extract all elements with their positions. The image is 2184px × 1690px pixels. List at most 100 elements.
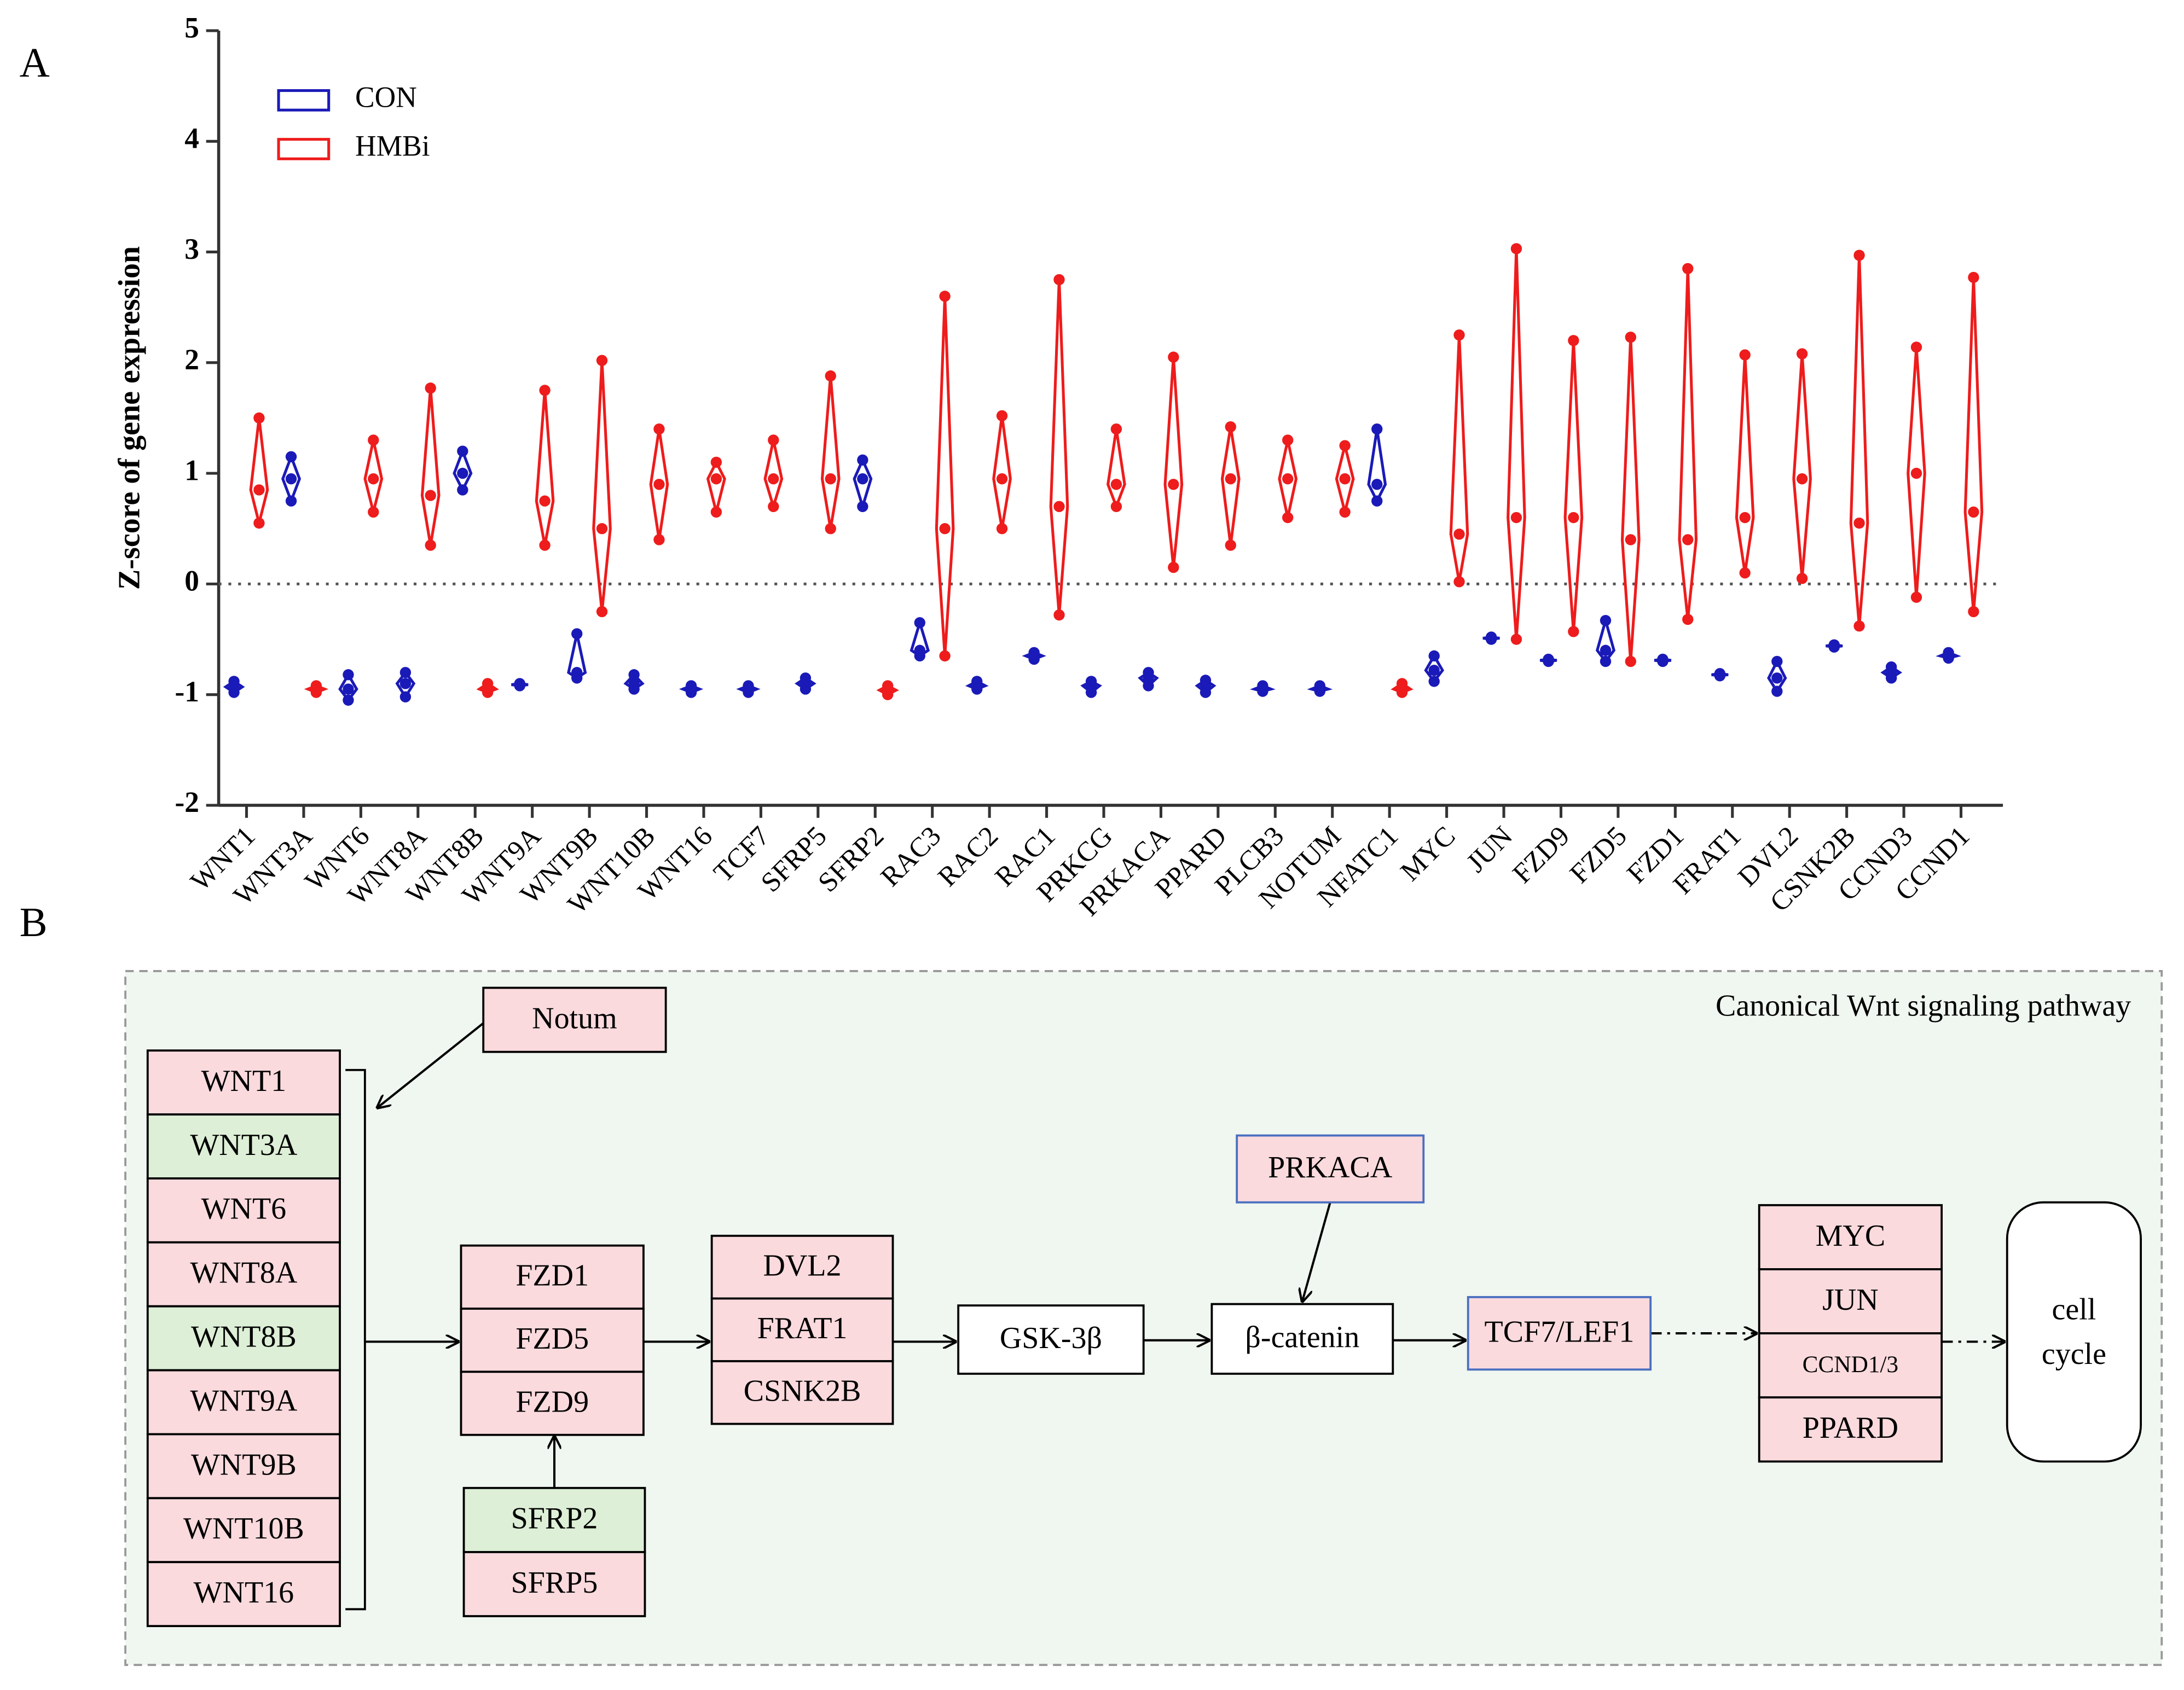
violin bbox=[935, 296, 955, 657]
data-point bbox=[1568, 335, 1579, 346]
node-box bbox=[146, 1497, 341, 1564]
data-point bbox=[1428, 650, 1440, 662]
data-point bbox=[1168, 351, 1179, 363]
node-box bbox=[482, 986, 667, 1053]
y-tick-label: 3 bbox=[184, 233, 199, 265]
data-point bbox=[825, 370, 836, 382]
data-point bbox=[1428, 664, 1440, 676]
y-tick-label: 1 bbox=[184, 454, 199, 486]
node-label: PPARD bbox=[1803, 1411, 1898, 1445]
x-tick-label: SFRP5 bbox=[755, 821, 833, 898]
data-point bbox=[685, 680, 697, 692]
data-point bbox=[914, 644, 925, 656]
data-point bbox=[653, 423, 665, 435]
data-point bbox=[368, 473, 379, 485]
node-label: WNT1 bbox=[201, 1064, 286, 1098]
data-point bbox=[1282, 512, 1294, 524]
data-point bbox=[1428, 676, 1440, 687]
data-point bbox=[1968, 271, 1979, 283]
data-point bbox=[1910, 591, 1922, 603]
violin bbox=[1163, 357, 1184, 568]
node-label: cell bbox=[2052, 1293, 2096, 1327]
violin bbox=[992, 415, 1012, 529]
data-point bbox=[653, 479, 665, 490]
data-point bbox=[857, 473, 868, 485]
panel-label: A bbox=[20, 39, 50, 86]
violin bbox=[535, 390, 555, 546]
node-box bbox=[1758, 1396, 1943, 1463]
data-point bbox=[1771, 686, 1783, 697]
violin bbox=[706, 459, 726, 513]
node-label: WNT8A bbox=[190, 1256, 297, 1290]
node-box bbox=[710, 1360, 894, 1425]
data-point bbox=[399, 667, 412, 678]
data-point bbox=[1600, 655, 1612, 667]
data-point bbox=[1371, 495, 1383, 507]
data-point bbox=[1453, 329, 1465, 341]
data-point bbox=[399, 678, 412, 689]
data-point bbox=[1771, 655, 1783, 667]
node-box bbox=[146, 1049, 341, 1116]
legend-swatch bbox=[277, 89, 331, 112]
data-point bbox=[882, 680, 894, 692]
x-tick-label: RAC2 bbox=[932, 821, 1004, 893]
node-label: β-catenin bbox=[1245, 1321, 1359, 1355]
violin bbox=[1963, 277, 1984, 612]
node-label: Notum bbox=[532, 1001, 617, 1035]
data-point bbox=[1739, 512, 1751, 524]
data-point bbox=[1943, 647, 1954, 658]
data-point bbox=[939, 291, 951, 302]
data-point bbox=[1910, 467, 1922, 479]
node-label: TCF7/LEF1 bbox=[1485, 1315, 1635, 1349]
data-point bbox=[285, 495, 297, 507]
data-point bbox=[914, 617, 925, 629]
data-point bbox=[1453, 529, 1465, 540]
data-point bbox=[1200, 675, 1212, 686]
data-point bbox=[1625, 332, 1636, 343]
data-point bbox=[768, 501, 779, 512]
node-box bbox=[460, 1370, 645, 1436]
node-label: FZD5 bbox=[515, 1322, 589, 1356]
node-label: WNT9A bbox=[190, 1384, 297, 1418]
data-point bbox=[1885, 661, 1897, 673]
arrow bbox=[378, 1019, 489, 1107]
legend-label: HMBi bbox=[355, 130, 430, 162]
violin bbox=[420, 388, 441, 546]
data-point bbox=[1225, 539, 1236, 551]
data-point bbox=[253, 484, 265, 496]
data-point bbox=[482, 678, 494, 689]
node-label: PRKACA bbox=[1268, 1151, 1393, 1184]
data-point bbox=[1853, 517, 1865, 529]
data-point bbox=[1568, 626, 1579, 637]
violin bbox=[1220, 426, 1241, 545]
violin bbox=[1049, 280, 1069, 615]
node-box bbox=[1758, 1268, 1943, 1334]
x-tick-label: MYC bbox=[1395, 821, 1462, 887]
y-tick-label: -1 bbox=[175, 675, 199, 708]
node-box bbox=[146, 1433, 341, 1500]
data-point bbox=[285, 451, 297, 462]
data-point bbox=[1682, 613, 1694, 625]
data-point bbox=[1543, 653, 1554, 665]
pathway-title: Canonical Wnt signaling pathway bbox=[1716, 989, 2131, 1023]
data-point bbox=[710, 456, 722, 468]
data-point bbox=[800, 672, 812, 684]
violin bbox=[1449, 335, 1469, 582]
data-point bbox=[1828, 639, 1840, 651]
data-point bbox=[996, 473, 1008, 485]
violin bbox=[1620, 337, 1641, 662]
data-point bbox=[1510, 512, 1522, 524]
data-point bbox=[1371, 479, 1383, 490]
data-point bbox=[1682, 263, 1694, 275]
violin bbox=[1107, 428, 1126, 510]
data-point bbox=[1510, 634, 1522, 645]
data-point bbox=[1282, 434, 1294, 446]
node-box bbox=[146, 1369, 341, 1436]
y-tick-label: 4 bbox=[184, 122, 199, 155]
node-label: SFRP2 bbox=[511, 1502, 598, 1536]
y-tick-label: 2 bbox=[184, 343, 199, 376]
data-point bbox=[1853, 249, 1865, 261]
data-point bbox=[628, 669, 640, 681]
data-point bbox=[514, 678, 525, 689]
data-point bbox=[425, 382, 436, 394]
